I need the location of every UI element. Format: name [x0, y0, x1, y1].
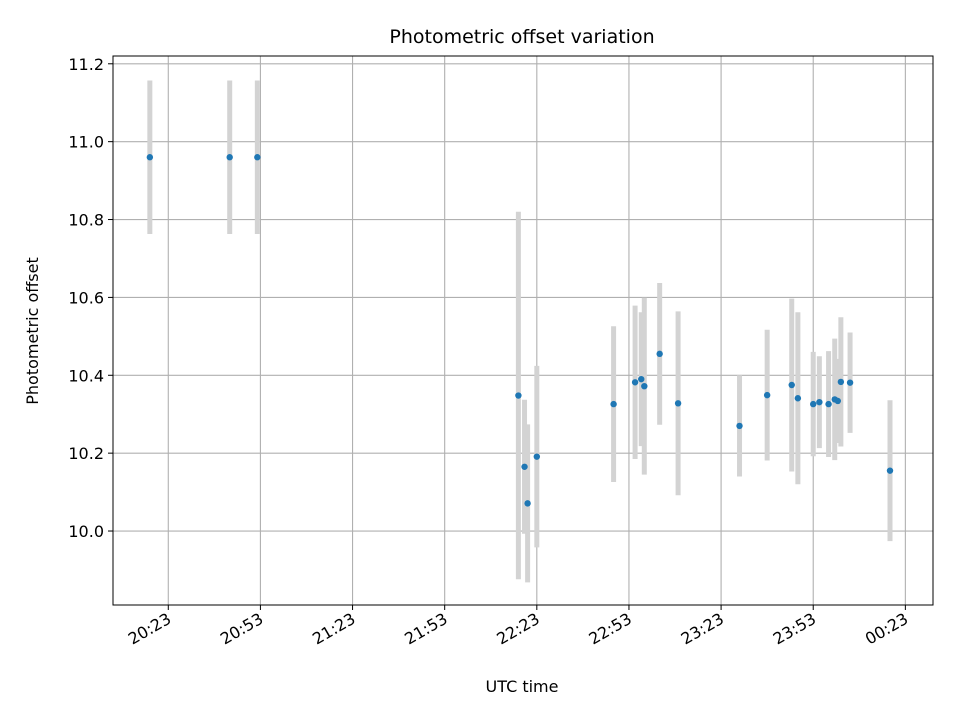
axes-frame [112, 55, 934, 606]
data-points [146, 154, 894, 507]
data-point [638, 375, 645, 383]
chart-title: Photometric offset variation [389, 26, 654, 48]
data-point [674, 400, 682, 407]
data-point [641, 382, 648, 390]
data-point [886, 467, 894, 474]
data-point [794, 395, 802, 402]
y-tick-label: 11.0 [68, 133, 104, 152]
y-tick-label: 10.4 [68, 366, 104, 385]
data-point [810, 400, 817, 408]
y-tick-label: 11.2 [68, 55, 104, 74]
data-point [521, 463, 528, 470]
data-point [834, 397, 841, 405]
data-point [254, 154, 261, 161]
data-point [736, 422, 743, 430]
data-point [846, 379, 854, 386]
y-tick-label: 10.6 [68, 288, 104, 307]
data-point [656, 350, 663, 358]
data-point [763, 391, 771, 399]
data-point [816, 398, 823, 406]
y-tick-label: 10.0 [68, 522, 104, 541]
y-tick-label: 10.2 [68, 444, 104, 463]
data-point [610, 400, 617, 408]
data-point [631, 379, 639, 386]
data-point [226, 154, 233, 161]
y-axis-label: Photometric offset [23, 257, 42, 405]
data-point [837, 378, 845, 386]
data-point [533, 453, 541, 460]
data-point [825, 400, 832, 408]
x-axis-label: UTC time [486, 677, 559, 696]
data-point [515, 392, 522, 399]
data-point [524, 500, 531, 507]
grid-lines [113, 56, 933, 605]
data-point [146, 154, 154, 161]
data-point [788, 381, 795, 389]
y-tick-label: 10.8 [68, 211, 104, 230]
